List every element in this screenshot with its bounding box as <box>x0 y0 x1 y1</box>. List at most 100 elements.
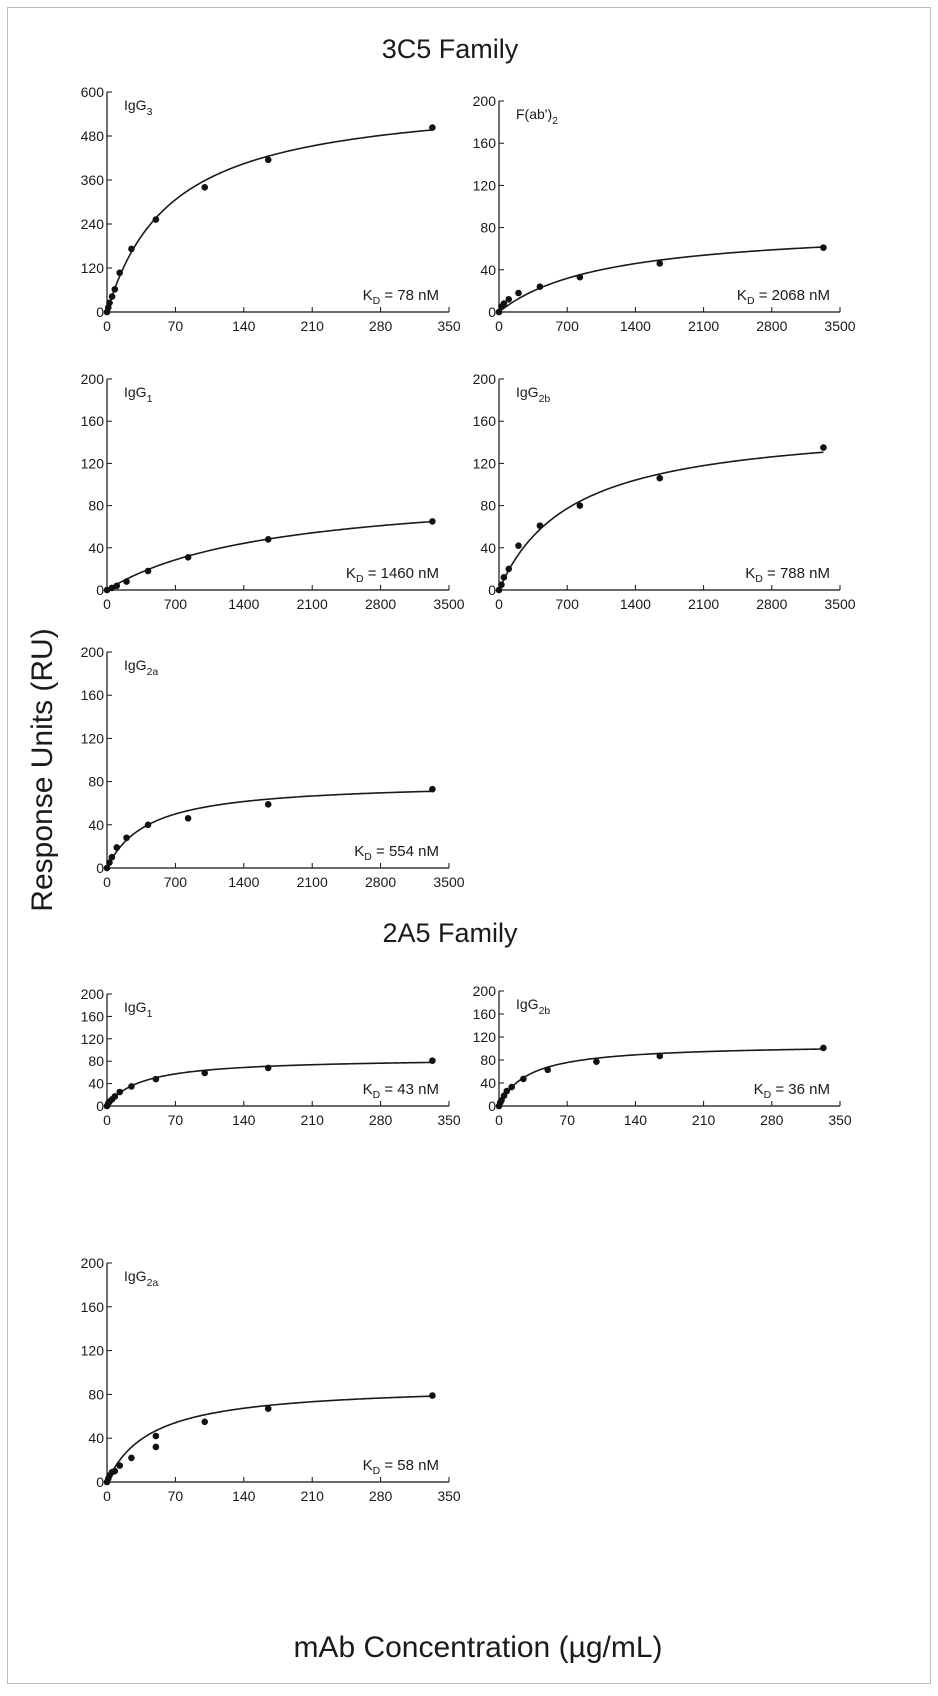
kd-value: = 43 nM <box>380 1081 439 1098</box>
y-tick-label: 120 <box>473 455 497 471</box>
kd-annotation: KD = 2068 nM <box>737 287 830 307</box>
kd-annotation: KD = 36 nM <box>754 1081 830 1101</box>
data-point <box>264 156 272 164</box>
y-tick-label: 40 <box>88 540 104 556</box>
data-point <box>515 289 522 297</box>
x-tick-label: 2800 <box>756 596 787 612</box>
x-tick-label: 0 <box>103 1488 111 1504</box>
x-tick-label: 700 <box>164 874 188 890</box>
fit-curve <box>106 790 433 869</box>
chart-panel-6: 0 70 140 210 280 350 0 40 80 120 160 200 IgG1 KD = 43… <box>81 986 461 1128</box>
x-tick-label: 2100 <box>688 318 719 334</box>
y-tick-label: 0 <box>96 1474 104 1490</box>
data-point <box>106 859 113 866</box>
data-point <box>429 518 436 525</box>
y-tick-label: 200 <box>81 371 105 387</box>
panel-label-main: IgG <box>516 996 539 1012</box>
y-tick-label: 80 <box>480 498 496 514</box>
data-point <box>498 581 505 589</box>
x-tick-label: 3500 <box>433 596 464 612</box>
kd-value: = 554 nM <box>372 843 439 860</box>
data-point <box>429 1057 436 1064</box>
y-tick-label: 120 <box>81 1031 105 1047</box>
y-tick-label: 160 <box>473 413 497 429</box>
kd-subscript: D <box>373 1465 381 1477</box>
x-tick-label: 700 <box>556 318 580 334</box>
data-point <box>520 1075 527 1083</box>
data-point <box>108 293 116 300</box>
x-tick-label: 210 <box>301 318 325 334</box>
data-point <box>103 864 111 872</box>
panel-label-sub: 1 <box>147 393 153 405</box>
kd-annotation: KD = 43 nM <box>363 1081 439 1101</box>
data-point <box>108 853 116 861</box>
y-tick-label: 0 <box>488 1098 496 1114</box>
x-tick-label: 70 <box>168 1112 184 1128</box>
x-tick-label: 280 <box>369 1488 393 1504</box>
y-tick-label: 240 <box>81 216 105 232</box>
panel-label: IgG1 <box>124 384 153 405</box>
figure-border <box>7 7 931 1684</box>
kd-value: = 58 nM <box>380 1457 439 1474</box>
x-tick-label: 3500 <box>824 318 855 334</box>
data-point <box>113 844 121 851</box>
x-tick-label: 0 <box>103 874 111 890</box>
x-tick-label: 350 <box>437 318 461 334</box>
data-point <box>111 285 119 293</box>
y-tick-label: 40 <box>88 817 104 833</box>
fit-curve <box>498 451 824 591</box>
y-tick-label: 40 <box>88 1430 104 1446</box>
y-tick-label: 80 <box>480 1052 496 1068</box>
y-tick-label: 160 <box>81 413 105 429</box>
data-point <box>500 574 508 581</box>
y-tick-label: 160 <box>473 1006 497 1022</box>
panel-label-main: IgG <box>516 384 539 400</box>
panel-label: IgG2b <box>516 996 550 1017</box>
data-point <box>123 578 130 585</box>
y-tick-label: 0 <box>96 1098 104 1114</box>
x-tick-label: 70 <box>168 1488 184 1504</box>
data-point <box>201 1069 209 1077</box>
kd-symbol: K <box>754 1081 764 1098</box>
chart-panel-7: 0 70 140 210 280 350 0 40 80 120 160 200 IgG2b KD = 3… <box>473 983 852 1128</box>
data-point <box>116 269 124 277</box>
data-point <box>113 582 121 590</box>
data-point <box>495 308 503 316</box>
data-point <box>152 1432 160 1440</box>
fit-curve <box>106 129 433 313</box>
y-tick-label: 200 <box>81 644 105 660</box>
y-tick-label: 200 <box>473 93 497 109</box>
x-tick-label: 350 <box>437 1488 461 1504</box>
data-point <box>264 1064 272 1072</box>
panel-label-sub: 2b <box>539 393 551 405</box>
panel-label-main: F(ab') <box>516 106 552 122</box>
data-point <box>508 1083 515 1091</box>
y-tick-label: 200 <box>81 1255 105 1271</box>
y-tick-label: 40 <box>480 262 496 278</box>
data-point <box>116 1462 124 1469</box>
kd-symbol: K <box>354 843 364 860</box>
x-tick-label: 210 <box>301 1488 325 1504</box>
data-point <box>111 1093 119 1100</box>
y-tick-label: 40 <box>480 540 496 556</box>
x-tick-label: 2100 <box>297 596 328 612</box>
x-tick-label: 1400 <box>620 596 651 612</box>
x-tick-label: 3500 <box>824 596 855 612</box>
y-tick-label: 120 <box>81 455 105 471</box>
panel-label-main: IgG <box>124 657 147 673</box>
y-tick-label: 80 <box>480 220 496 236</box>
x-tick-label: 2100 <box>688 596 719 612</box>
panel-label-main: IgG <box>124 97 147 113</box>
kd-value: = 2068 nM <box>755 287 830 304</box>
y-tick-label: 120 <box>81 1343 105 1359</box>
x-tick-label: 2800 <box>365 596 396 612</box>
data-point <box>264 800 272 808</box>
kd-subscript: D <box>373 1089 381 1101</box>
data-point <box>201 184 209 191</box>
panel-label-sub: 2 <box>552 115 558 127</box>
data-point <box>536 283 544 290</box>
kd-symbol: K <box>363 1457 373 1474</box>
